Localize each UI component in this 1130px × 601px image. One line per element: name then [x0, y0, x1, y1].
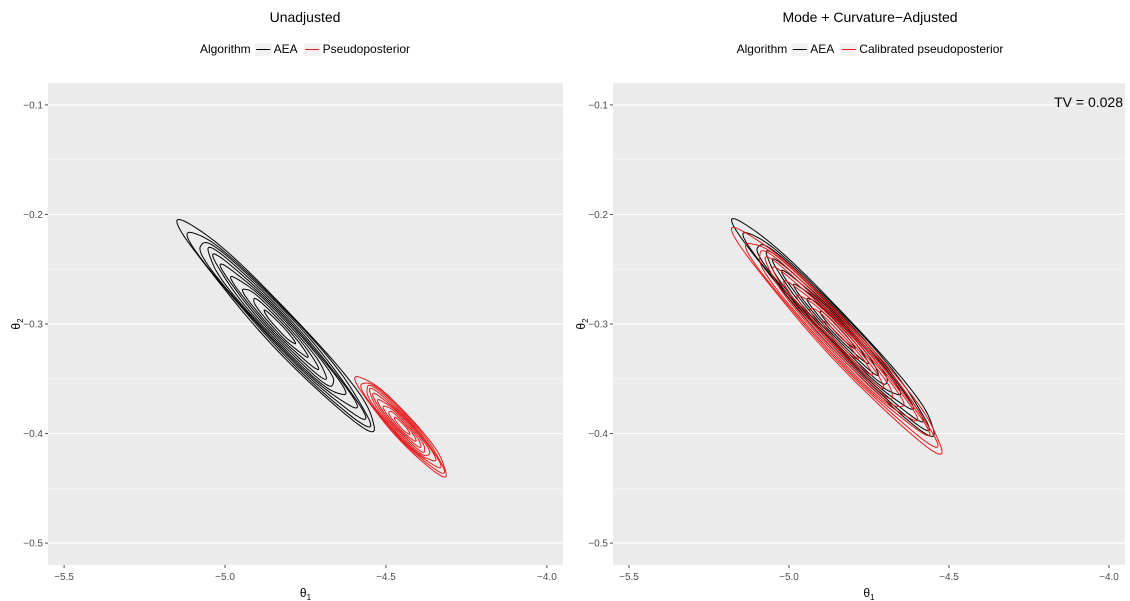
contour-line: [354, 376, 447, 478]
contour-line: [219, 263, 335, 387]
chart-title: Mode + Curvature−Adjusted: [782, 9, 957, 25]
y-tick-label: −0.3: [588, 320, 608, 331]
y-tick-label: −0.2: [588, 210, 608, 221]
x-tick-label: −4.0: [537, 572, 557, 583]
x-axis-title: θ1: [863, 586, 875, 601]
x-tick-label: −5.5: [619, 572, 639, 583]
contour-line: [731, 226, 943, 455]
legend-entry-2: Pseudoposterior: [323, 42, 410, 56]
legend-title: Algorithm: [200, 42, 251, 56]
contour-line: [744, 243, 939, 448]
x-axis-title: θ1: [300, 586, 312, 601]
legend-title: Algorithm: [737, 42, 788, 56]
x-tick-label: −5.0: [779, 572, 799, 583]
y-axis-symbol: θ: [9, 323, 23, 330]
x-axis-symbol: θ: [863, 586, 870, 600]
x-tick-label: −5.0: [215, 572, 235, 583]
contour-line: [376, 399, 426, 453]
legend-entry-2: Calibrated pseudoposterior: [859, 42, 1003, 56]
contour-line: [783, 280, 893, 400]
x-tick-label: −4.5: [376, 572, 396, 583]
legend-entry-1: AEA: [810, 42, 834, 56]
series-pseudoposterior: [354, 376, 447, 478]
contour-line: [772, 266, 905, 407]
contour-line: [230, 276, 328, 380]
contour-line: [242, 288, 320, 371]
contour-line: [793, 283, 879, 377]
legend-entry-1: AEA: [274, 42, 298, 56]
y-tick-label: −0.1: [588, 100, 608, 111]
series-aea: [176, 218, 375, 433]
y-tick-label: −0.4: [588, 429, 608, 440]
y-tick-label: −0.4: [23, 429, 43, 440]
x-axis-subscript: 1: [307, 593, 312, 601]
chart-title: Unadjusted: [270, 9, 341, 25]
contour-line: [372, 392, 431, 457]
contour-line: [253, 297, 309, 358]
contour-line: [756, 244, 924, 423]
x-tick-label: −5.5: [54, 572, 74, 583]
chart-panel-2: Mode + Curvature−Adjusted Algorithm AEA Cal…: [574, 9, 1125, 601]
legend: Algorithm AEA Calibrated pseudoposterior: [737, 42, 1003, 56]
y-tick-label: −0.2: [23, 210, 43, 221]
contour-line: [796, 294, 885, 390]
contour-line: [212, 253, 347, 396]
contour-line: [369, 387, 437, 462]
contour-line: [207, 246, 358, 409]
contour-line: [809, 307, 873, 376]
y-axis-subscript: 2: [16, 318, 25, 323]
contour-line: [388, 410, 417, 442]
y-axis-title: θ2: [9, 318, 25, 330]
series-calibrated-pseudoposterior: [731, 226, 943, 455]
contour-line: [366, 384, 442, 469]
contour-line: [263, 309, 297, 345]
contour-line: [393, 416, 411, 435]
x-axis-symbol: θ: [300, 586, 307, 600]
contour-line: [176, 218, 375, 433]
y-axis-subscript: 2: [581, 318, 590, 323]
y-axis-symbol: θ: [574, 323, 588, 330]
contour-line: [186, 231, 372, 428]
contour-line: [822, 320, 859, 361]
y-tick-label: −0.5: [588, 539, 608, 550]
contour-line: [382, 405, 422, 449]
chart-panel-1: Unadjusted Algorithm AEA Pseudoposterior −5.…: [9, 9, 563, 601]
y-tick-label: −0.3: [23, 320, 43, 331]
legend: Algorithm AEA Pseudoposterior: [200, 42, 410, 56]
contour-line: [199, 241, 367, 420]
contour-line: [759, 250, 931, 437]
x-axis-subscript: 1: [870, 593, 875, 601]
tv-annotation: TV = 0.028: [1054, 94, 1123, 110]
y-axis-title: θ2: [574, 318, 590, 330]
x-tick-label: −4.5: [939, 572, 959, 583]
contour-line: [764, 256, 919, 422]
y-tick-label: −0.1: [23, 100, 43, 111]
y-tick-label: −0.5: [23, 539, 43, 550]
contour-line: [360, 382, 445, 474]
x-tick-label: −4.0: [1099, 572, 1119, 583]
